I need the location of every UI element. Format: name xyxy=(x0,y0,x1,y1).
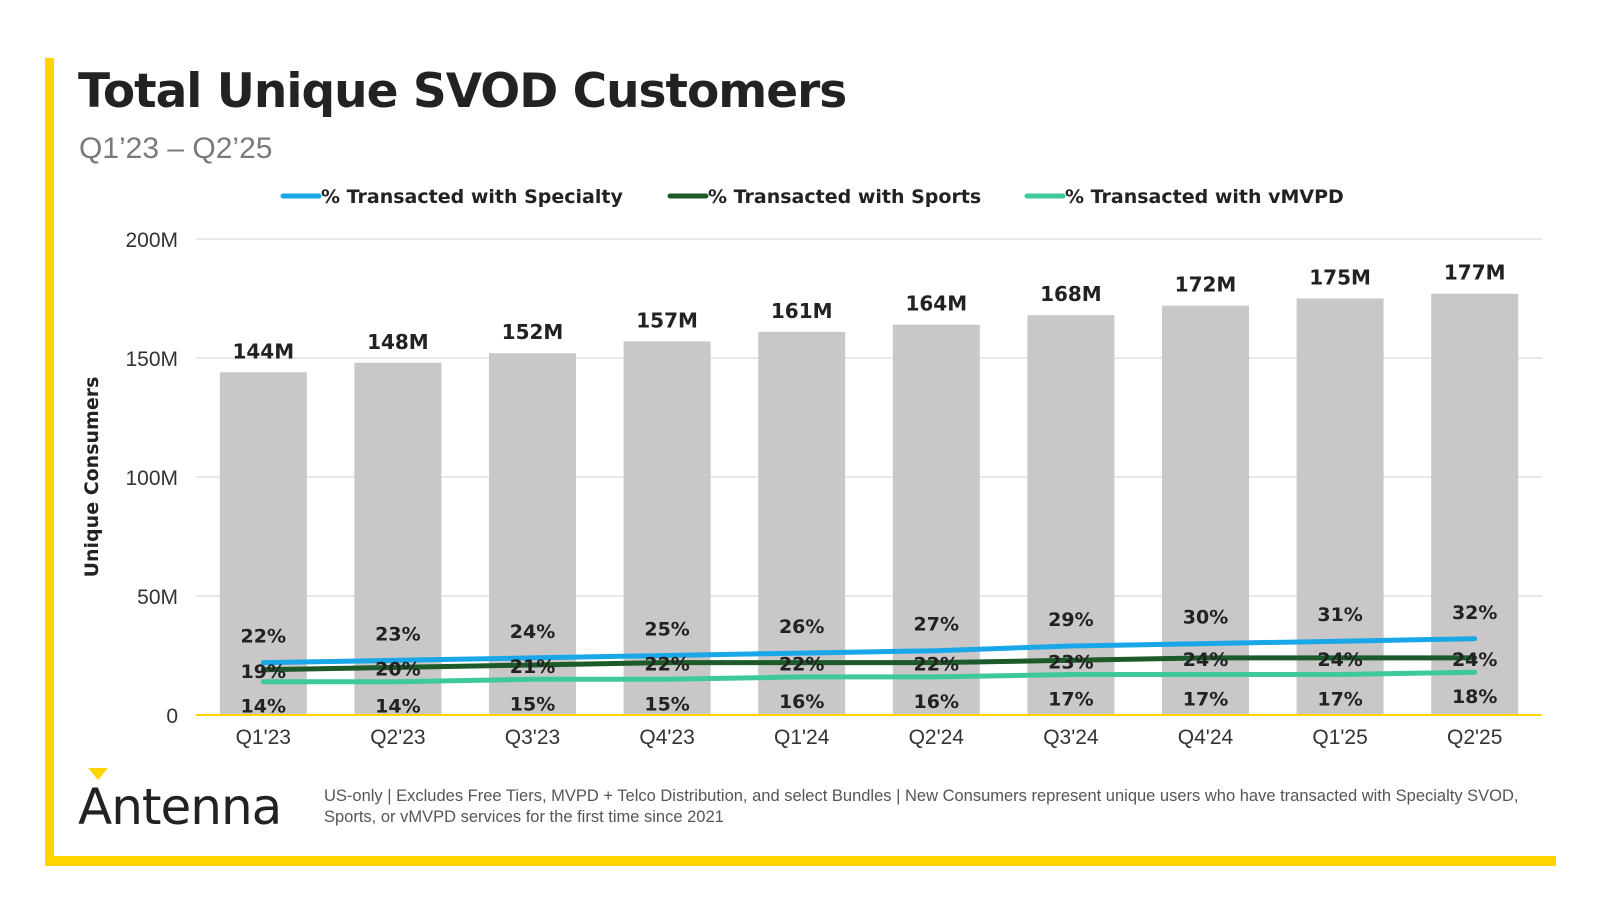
x-tick-label: Q3'23 xyxy=(505,726,560,749)
page-title: Total Unique SVOD Customers xyxy=(78,64,847,119)
series-data-label: 24% xyxy=(510,621,555,643)
series-data-label: 29% xyxy=(1048,609,1093,631)
bar xyxy=(1296,298,1384,715)
series-data-label: 17% xyxy=(1048,689,1093,711)
series-data-label: 31% xyxy=(1317,604,1362,626)
series-data-label: 17% xyxy=(1317,689,1362,711)
x-tick-label: Q2'24 xyxy=(909,726,965,749)
series-data-label: 14% xyxy=(375,696,420,718)
series-data-label: 23% xyxy=(1048,651,1093,673)
series-data-label: 25% xyxy=(644,619,689,641)
series-data-label: 27% xyxy=(914,614,959,636)
series-data-label: 16% xyxy=(779,691,824,713)
bar-value-label: 161M xyxy=(771,299,833,323)
antenna-logo: Antenna xyxy=(78,768,298,838)
x-tick-label: Q1'23 xyxy=(236,726,291,749)
bar xyxy=(1431,293,1519,715)
series-data-label: 32% xyxy=(1452,602,1497,624)
y-tick-label: 200M xyxy=(125,229,178,252)
series-data-label: 22% xyxy=(779,654,824,676)
x-tick-label: Q3'24 xyxy=(1043,726,1099,749)
legend-label: % Transacted with Specialty xyxy=(321,186,623,208)
legend-label: % Transacted with Sports xyxy=(708,186,981,208)
series-data-label: 17% xyxy=(1183,689,1228,711)
series-data-label: 26% xyxy=(779,616,824,638)
series-data-label: 22% xyxy=(644,654,689,676)
frame-left-bar xyxy=(45,58,54,866)
x-tick-label: Q1'25 xyxy=(1312,726,1367,749)
bar xyxy=(219,372,307,715)
bar-value-label: 164M xyxy=(905,292,967,316)
y-tick-label: 0 xyxy=(166,705,178,728)
bar-value-label: 168M xyxy=(1040,282,1102,306)
y-tick-label: 150M xyxy=(125,348,178,371)
series-data-label: 24% xyxy=(1183,649,1228,671)
series-data-label: 19% xyxy=(241,661,286,683)
x-tick-label: Q4'23 xyxy=(639,726,694,749)
series-data-label: 24% xyxy=(1452,649,1497,671)
series-data-label: 21% xyxy=(510,656,555,678)
series-line-sports xyxy=(260,655,1478,673)
series-data-label: 14% xyxy=(241,696,286,718)
bar-value-label: 177M xyxy=(1444,261,1506,285)
frame-bottom-bar xyxy=(45,856,1556,866)
series-line-specialty xyxy=(260,636,1478,666)
series-data-label: 15% xyxy=(644,693,689,715)
x-tick-label: Q2'23 xyxy=(370,726,425,749)
series-data-label: 22% xyxy=(241,626,286,648)
page-subtitle: Q1’23 – Q2’25 xyxy=(79,132,273,165)
series-data-label: 24% xyxy=(1317,649,1362,671)
series-data-label: 18% xyxy=(1452,686,1497,708)
legend-label: % Transacted with vMVPD xyxy=(1065,186,1344,208)
bar-value-label: 175M xyxy=(1309,266,1371,290)
antenna-caret-icon xyxy=(88,768,108,780)
y-tick-label: 100M xyxy=(125,467,178,490)
bar xyxy=(489,353,576,715)
bar xyxy=(1162,305,1249,715)
y-axis-title: Unique Consumers xyxy=(81,377,103,578)
bar-value-label: 172M xyxy=(1175,273,1237,297)
series-data-label: 30% xyxy=(1183,607,1228,629)
y-tick-label: 50M xyxy=(137,586,178,609)
series-data-label: 23% xyxy=(375,623,420,645)
logo-text: Antenna xyxy=(78,778,282,836)
x-tick-label: Q2'25 xyxy=(1447,726,1502,749)
series-data-label: 22% xyxy=(914,654,959,676)
x-tick-label: Q4'24 xyxy=(1178,726,1234,749)
x-tick-label: Q1'24 xyxy=(774,726,830,749)
bar-value-label: 152M xyxy=(502,320,564,344)
bar-value-label: 144M xyxy=(232,339,294,363)
series-line-vmvpd xyxy=(260,669,1478,685)
bar-value-label: 148M xyxy=(367,330,429,354)
bar-value-label: 157M xyxy=(636,308,698,332)
series-data-label: 16% xyxy=(914,691,959,713)
series-data-label: 15% xyxy=(510,693,555,715)
footnote: US-only | Excludes Free Tiers, MVPD + Te… xyxy=(324,787,1519,826)
bar xyxy=(354,362,442,715)
series-data-label: 20% xyxy=(375,658,420,680)
